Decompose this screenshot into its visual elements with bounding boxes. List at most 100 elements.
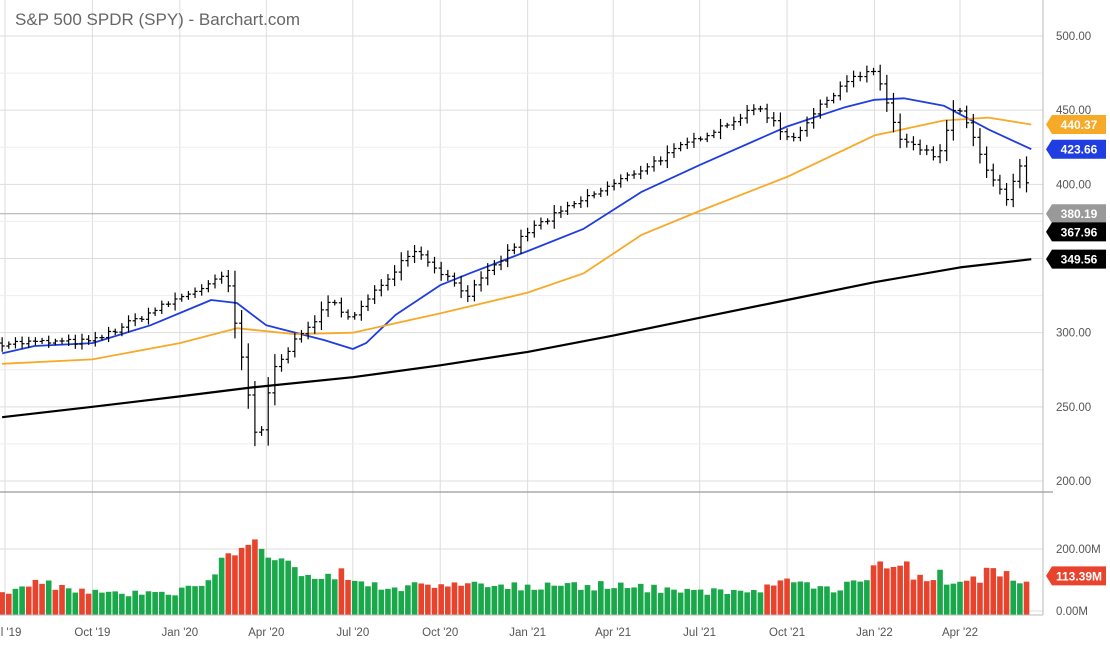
volume-bar [511,582,518,615]
volume-bar [258,548,265,615]
y-tick-label: 300.00 [1056,328,1091,340]
volume-bar [99,592,105,615]
volume-layer [0,539,1030,615]
volume-bar [112,591,119,615]
price-bars-layer [0,64,1030,447]
volume-bar [844,581,850,615]
volume-bar [0,592,5,615]
x-tick-label: Oct '21 [769,627,805,639]
volume-bar [119,593,125,615]
x-tick-label: Apr '21 [595,627,631,639]
volume-bar [298,576,305,615]
volume-bar [804,582,810,615]
volume-bar [12,588,19,615]
volume-bar [85,593,92,615]
volume-bar [697,589,704,615]
volume-bar [970,576,977,615]
volume-bar [278,558,285,615]
volume-bar [903,561,910,615]
volume-bar [458,585,464,615]
volume-bar [664,587,671,615]
volume-bar [684,588,691,615]
price-label-layer: 440.37 423.66 380.19 367.96 349.56 113.39M [1046,114,1106,586]
volume-bar [644,592,651,615]
volume-bar [963,580,970,615]
volume-bar [351,580,358,615]
x-tick-label: Jul '19 [0,627,21,639]
volume-bar [677,592,684,615]
volume-bar [531,589,538,615]
price-label: 440.37 [1061,118,1098,132]
volume-last-label: 113.39M [1056,569,1102,583]
volume-bar [544,582,551,615]
volume-bar [165,594,172,615]
x-tick-label: Jul '20 [336,627,369,639]
volume-bar [983,567,990,615]
volume-bar [817,586,824,615]
volume-bar [717,589,724,615]
volume-bar [757,592,764,615]
volume-bar [923,581,930,615]
volume-bar [671,589,677,615]
volume-bar [132,590,138,615]
volume-bar [125,596,132,615]
volume-bar [837,590,844,615]
volume-bar [145,591,152,615]
volume-bar [152,592,158,615]
volume-bar [884,568,890,615]
volume-bar [205,580,212,615]
volume-bar [438,584,444,615]
volume-bar [731,589,737,615]
volume-bar [637,583,644,615]
volume-bar [484,587,491,615]
volume-bar [272,560,278,615]
price-label-bg [1046,249,1106,269]
volume-bar [943,584,950,615]
volume-bar [39,583,45,615]
volume-bar [445,586,451,615]
volume-bar [498,584,504,615]
volume-bar [398,591,405,615]
x-tick-label: Oct '19 [74,627,110,639]
x-tick-label: Jan '21 [509,627,546,639]
volume-bar [538,589,544,615]
volume-bar [910,579,917,615]
volume-bar [212,574,218,615]
volume-bar [411,582,418,615]
volume-bar [564,583,571,615]
volume-bar [764,584,770,615]
volume-bar [777,580,784,615]
volume-bar [598,581,604,615]
y-tick-label: 250.00 [1056,402,1091,414]
price-label: 367.96 [1061,225,1098,239]
volume-bar [810,588,817,615]
volume-bar [345,579,351,615]
y-tick-label: 400.00 [1056,179,1091,191]
volume-bar [770,585,777,615]
volume-bar [857,581,864,615]
volume-tick-label: 200.00M [1056,544,1101,556]
moving-average-line [1,97,1032,355]
volume-bar [824,586,830,615]
volume-bar [158,591,165,615]
volume-bar [238,547,245,615]
volume-bar [65,588,72,615]
volume-bar [105,591,112,615]
volume-bar [371,582,378,615]
volume-bar [79,588,85,615]
volume-bar [451,582,458,615]
volume-bar [72,592,79,615]
volume-bar [185,585,192,615]
volume-bar [691,590,697,615]
volume-bar [464,583,471,615]
volume-bar [32,579,39,615]
volume-bar [591,590,597,615]
volume-bar [990,568,997,615]
y-tick-label: 450.00 [1056,105,1091,117]
volume-bar [584,585,591,615]
volume-bar [285,560,291,615]
volume-bar [378,589,385,615]
volume-bar [292,567,298,615]
price-label: 423.66 [1061,143,1098,157]
grid-layer [0,0,1043,615]
